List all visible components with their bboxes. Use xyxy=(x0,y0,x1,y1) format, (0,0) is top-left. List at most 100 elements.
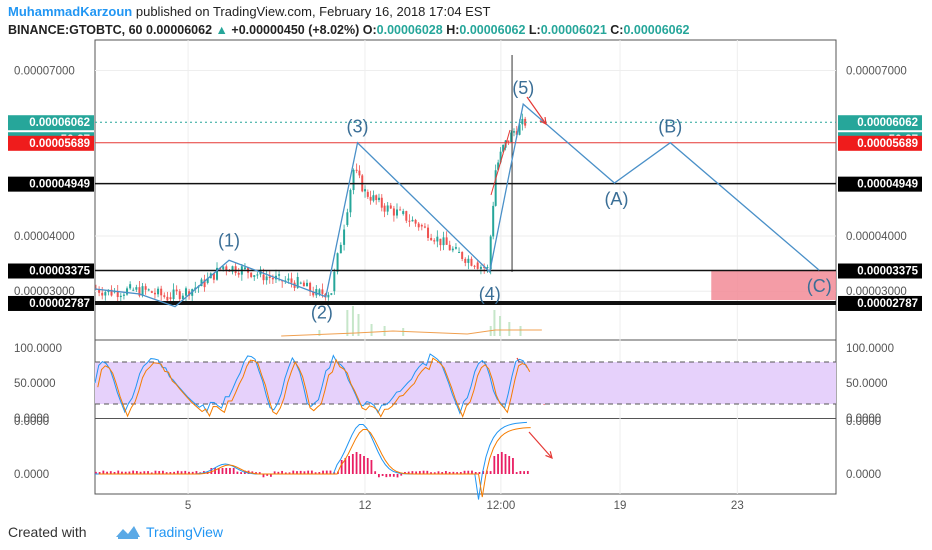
price-axis-tag-label-left: 0.00004949 xyxy=(29,179,90,191)
price-axis-tag xyxy=(838,135,922,151)
osc-bar xyxy=(381,474,384,476)
osc-bar xyxy=(95,471,97,474)
candle-body xyxy=(163,295,166,297)
osc-bar xyxy=(497,454,499,474)
candle-body xyxy=(129,284,132,289)
candle-body xyxy=(358,170,361,176)
osc-bar xyxy=(191,471,194,474)
candle-body xyxy=(144,286,147,290)
candle-body xyxy=(147,289,150,291)
price-axis-tag-left xyxy=(8,135,94,151)
volume-bar xyxy=(508,322,511,336)
candle-body xyxy=(222,266,225,270)
candle-body xyxy=(355,169,358,171)
osc-bar xyxy=(389,474,391,477)
candle-body xyxy=(408,220,411,222)
candle-body xyxy=(433,240,436,242)
osc-bar xyxy=(456,472,458,474)
osc-bar xyxy=(351,454,354,474)
osc-bar xyxy=(478,472,481,474)
osc-bar xyxy=(225,468,228,474)
open-value: 0.00006028 xyxy=(376,23,443,37)
created-with-text: Created with xyxy=(8,524,87,540)
candle-body xyxy=(510,132,513,143)
candle-body xyxy=(380,197,383,208)
candle-body xyxy=(352,169,355,191)
price-axis-tag-left xyxy=(8,115,94,131)
close-label: C: xyxy=(610,23,624,37)
osc-bar xyxy=(374,471,377,474)
wave-line xyxy=(94,102,820,308)
tradingview-brand[interactable]: TradingView xyxy=(146,524,224,540)
candle-body xyxy=(231,266,234,272)
osc-signal-line xyxy=(98,427,531,498)
osc-bar xyxy=(147,471,149,474)
candle-body xyxy=(200,279,203,287)
candle-body xyxy=(442,237,445,246)
candle-body xyxy=(451,248,454,251)
osc-bar xyxy=(400,474,403,476)
candle-body xyxy=(486,267,489,269)
osc-bar xyxy=(173,471,175,474)
high-label: H: xyxy=(446,23,460,37)
candle-body xyxy=(268,276,271,278)
volume-bar xyxy=(493,310,496,336)
osc-bar xyxy=(325,470,328,474)
osc-bar xyxy=(262,474,265,478)
candle-body xyxy=(494,170,497,206)
symbol-label[interactable]: BINANCE:GTOBTC, 60 xyxy=(8,23,143,37)
osc-bar xyxy=(508,456,511,474)
osc-bar xyxy=(121,471,123,474)
candle-body xyxy=(375,195,378,201)
price-axis-tag xyxy=(838,263,922,279)
candle-body xyxy=(439,238,442,246)
osc-bar xyxy=(258,472,261,474)
osc-line xyxy=(95,421,527,500)
candle-body xyxy=(327,294,330,298)
price-axis-tag-label-left: 0.00002787 xyxy=(29,298,90,310)
candle-body xyxy=(169,297,172,300)
osc-bar xyxy=(359,454,362,474)
price-axis-tag xyxy=(838,115,922,131)
down-arrow-icon xyxy=(528,431,553,459)
osc-bar xyxy=(232,468,235,474)
candle-body xyxy=(104,292,107,296)
wave-label: (1) xyxy=(218,230,240,250)
osc-bar xyxy=(180,471,183,474)
chart-header: MuhammadKarzoun published on TradingView… xyxy=(8,3,926,39)
candle-body xyxy=(153,292,156,295)
low-value: 0.00006021 xyxy=(540,23,607,37)
osc-bar xyxy=(158,471,161,474)
candle-body xyxy=(405,211,408,221)
candle-body xyxy=(489,236,492,270)
candle-body xyxy=(122,294,125,296)
candle-body xyxy=(253,275,256,277)
osc-bar xyxy=(452,471,455,474)
osc-bar xyxy=(482,470,485,474)
osc-tick-label: 0.0000 xyxy=(846,469,881,481)
volume-bar xyxy=(499,316,502,336)
high-value: 0.00006062 xyxy=(459,23,526,37)
osc-bar xyxy=(396,474,399,478)
osc-bar xyxy=(270,474,272,477)
author-link[interactable]: MuhammadKarzoun xyxy=(8,4,133,19)
candle-body xyxy=(172,289,175,300)
osc-bar xyxy=(392,474,395,477)
tradingview-logo-icon[interactable] xyxy=(114,523,142,544)
candle-body xyxy=(386,205,389,212)
price-tick-label: 0.00003000 xyxy=(846,286,907,298)
osc-bar xyxy=(139,471,142,474)
candle-body xyxy=(225,266,228,271)
wave-label: (2) xyxy=(311,303,333,323)
osc-bar xyxy=(430,472,432,474)
candle-body xyxy=(188,291,191,296)
osc-bar xyxy=(407,471,410,474)
candle-body xyxy=(483,266,486,268)
plot-frame xyxy=(94,39,837,495)
candle-body xyxy=(364,189,367,192)
osc-bar xyxy=(273,471,276,474)
candle-body xyxy=(98,289,101,293)
osc-bar xyxy=(154,470,157,474)
osc-bar xyxy=(318,472,321,474)
